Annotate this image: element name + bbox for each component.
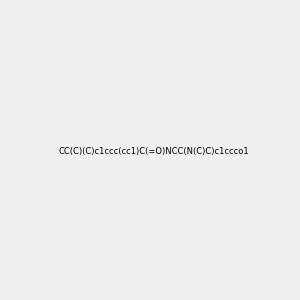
Text: CC(C)(C)c1ccc(cc1)C(=O)NCC(N(C)C)c1ccco1: CC(C)(C)c1ccc(cc1)C(=O)NCC(N(C)C)c1ccco1 <box>58 147 249 156</box>
